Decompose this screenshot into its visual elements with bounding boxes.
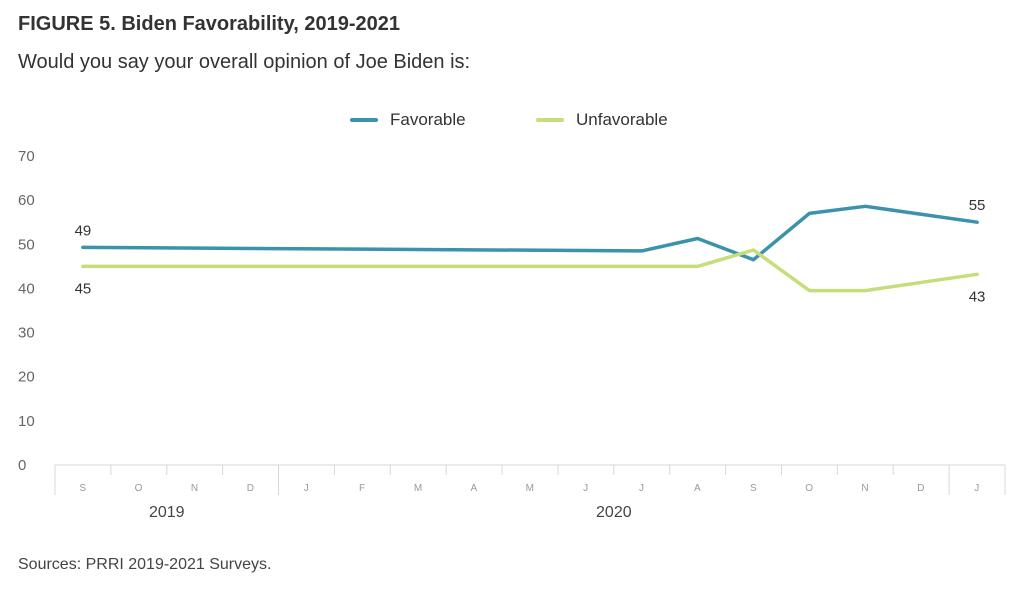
legend-label-favorable: Favorable <box>390 110 466 129</box>
series-line-favorable <box>81 204 979 262</box>
x-tick-label: J <box>639 483 645 494</box>
x-tick-label: S <box>750 483 757 494</box>
legend-item-favorable: Favorable <box>350 108 466 132</box>
x-tick-label: O <box>135 483 143 494</box>
y-tick-label: 50 <box>18 236 35 253</box>
x-tick-label: M <box>414 483 423 494</box>
x-tick-label: A <box>471 483 478 494</box>
y-tick-label: 30 <box>18 325 35 342</box>
y-tick-label: 60 <box>18 192 35 209</box>
data-label: 43 <box>969 288 986 305</box>
x-tick-label: O <box>805 483 813 494</box>
source-note: Sources: PRRI 2019-2021 Surveys. <box>18 556 272 573</box>
legend-item-unfavorable: Unfavorable <box>536 108 668 132</box>
x-tick-label: J <box>583 483 589 494</box>
chart-subtitle: Would you say your overall opinion of Jo… <box>18 51 471 73</box>
legend-label-unfavorable: Unfavorable <box>576 110 668 129</box>
x-tick-label: F <box>359 483 366 494</box>
legend-swatch-favorable <box>350 118 378 122</box>
y-tick-label: 40 <box>18 280 35 297</box>
data-label: 49 <box>75 222 92 239</box>
x-tick-label: A <box>694 483 701 494</box>
y-tick-label: 20 <box>18 369 35 386</box>
data-label: 45 <box>75 280 92 297</box>
x-tick-label: D <box>247 483 255 494</box>
data-label: 55 <box>969 197 986 214</box>
year-label: 2019 <box>149 504 185 521</box>
x-tick-label: J <box>304 483 310 494</box>
chart-legend: Favorable Unfavorable <box>0 108 1024 132</box>
x-tick-label: S <box>79 483 86 494</box>
y-tick-label: 10 <box>18 413 35 430</box>
x-tick-label: J <box>974 483 980 494</box>
chart-title: FIGURE 5. Biden Favorability, 2019-2021 <box>18 13 400 35</box>
x-tick-label: N <box>861 483 869 494</box>
y-tick-label: 70 <box>18 148 35 165</box>
series-line-unfavorable <box>81 248 979 293</box>
x-tick-label: D <box>917 483 925 494</box>
year-label: 2020 <box>596 504 632 521</box>
x-tick-label: N <box>191 483 199 494</box>
legend-swatch-unfavorable <box>536 118 564 122</box>
x-tick-label: M <box>526 483 535 494</box>
y-tick-label: 0 <box>18 457 26 474</box>
